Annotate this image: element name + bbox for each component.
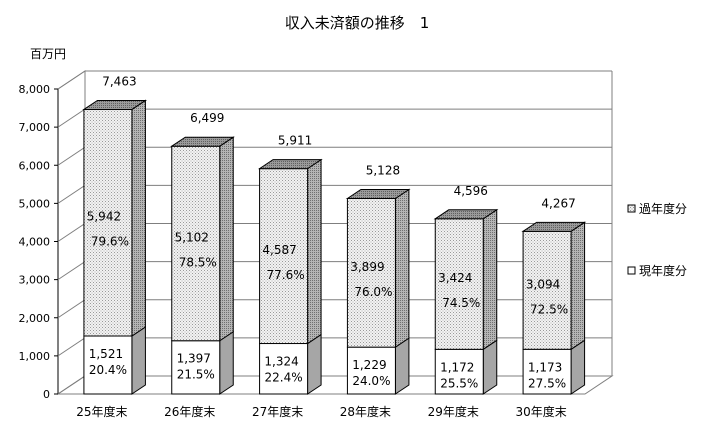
bar-segment-past-years (346, 197, 396, 348)
legend-label: 現年度分 (639, 263, 687, 278)
y-axis-ticks: 0 1,000 2,000 3,000 4,000 5,000 6,000 7,000 8,00… (19, 83, 58, 401)
data-label-total: 7,463 (102, 74, 136, 88)
bar-segment-side-past (219, 136, 234, 342)
data-label-current-percent: 22.4% (265, 371, 303, 385)
y-tick-label: 5,000 (19, 197, 51, 210)
chart-title: 収入未済額の推移 1 (285, 14, 430, 32)
data-label-current-value: 1,521 (89, 347, 123, 361)
bar-segment-current-year (83, 335, 133, 395)
x-tick-label: 29年度末 (428, 404, 479, 419)
bar-segment-current-year (522, 348, 572, 395)
y-tick-label: 7,000 (19, 121, 51, 134)
bars (82, 99, 587, 395)
data-label-past-percent: 77.6% (267, 268, 305, 282)
y-tick-label: 8,000 (19, 83, 51, 96)
x-tick-label: 25年度末 (76, 404, 127, 419)
bar-segment-current-year (171, 340, 221, 395)
bar-segment-current-year (259, 343, 309, 395)
bar-segment-side-current (394, 337, 410, 395)
data-label-past-value: 4,587 (262, 243, 296, 257)
data-label-past-value: 3,899 (350, 260, 384, 274)
y-tick-label: 4,000 (19, 236, 51, 249)
data-label-past-value: 5,102 (175, 230, 209, 244)
bar-segment-side-past (394, 188, 410, 349)
data-label-current-value: 1,324 (264, 355, 298, 369)
x-tick-label: 27年度末 (252, 404, 303, 419)
y-axis-unit-label: 百万円 (30, 47, 66, 61)
legend-swatch (627, 204, 636, 213)
bar-segment-side-past (570, 221, 586, 351)
y-tick-label: 0 (43, 388, 50, 401)
data-label-total: 4,596 (454, 184, 488, 198)
data-label-current-percent: 27.5% (528, 376, 566, 390)
bar-segment-side-past (131, 99, 146, 337)
x-tick-label: 26年度末 (164, 404, 215, 419)
y-tick-label: 1,000 (19, 350, 51, 363)
legend-label: 過年度分 (639, 201, 687, 216)
data-label-current-value: 1,172 (440, 360, 474, 374)
data-label-past-percent: 76.0% (354, 285, 392, 299)
data-label-past-percent: 72.5% (530, 302, 568, 316)
data-label-current-value: 1,229 (352, 358, 386, 372)
data-label-current-percent: 20.4% (89, 363, 127, 377)
data-label-current-percent: 21.5% (177, 368, 215, 382)
y-tick-label: 6,000 (19, 159, 51, 172)
gridline (57, 70, 612, 90)
bar-segment-past-years (259, 168, 309, 345)
bar-top-face (345, 188, 411, 199)
data-label-past-percent: 78.5% (179, 255, 217, 269)
bar-segment-side-past (482, 208, 498, 351)
bar-top-face (521, 221, 587, 232)
data-label-current-value: 1,173 (528, 360, 562, 374)
data-label-current-percent: 25.5% (440, 376, 478, 390)
data-label-past-value: 5,942 (87, 210, 121, 224)
y-tick-label: 2,000 (19, 312, 51, 325)
bar-segment-side-current (131, 326, 146, 395)
bar-segment-past-years (434, 218, 484, 350)
bar-segment-current-year (346, 346, 396, 395)
bar-segment-side-current (219, 330, 234, 395)
y-tick-label: 3,000 (19, 274, 51, 287)
data-label-past-value: 3,094 (526, 277, 560, 291)
bar-top-face (82, 99, 148, 110)
data-label-total: 6,499 (190, 111, 224, 125)
bar-top-face (433, 209, 499, 220)
data-label-past-percent: 79.6% (91, 235, 129, 249)
data-label-past-value: 3,424 (438, 271, 472, 285)
x-axis-ticks: 25年度末 26年度末 27年度末 28年度末 29年度末 30年度末 (76, 404, 566, 419)
data-labels: 1,521 20.4% 5,942 79.6% 7,463 1,397 21.5% 5,102… (87, 74, 576, 390)
data-label-total: 4,267 (541, 196, 575, 210)
bar-segment-current-year (434, 348, 484, 395)
data-label-current-value: 1,397 (177, 352, 211, 366)
bar-top-face (170, 136, 235, 147)
bar-top-face (257, 159, 323, 170)
bar-segment-side-current (307, 333, 322, 395)
data-label-past-percent: 74.5% (442, 296, 480, 310)
bar-segment-side-past (307, 158, 322, 345)
data-label-total: 5,128 (366, 163, 400, 177)
data-label-current-percent: 24.0% (352, 374, 390, 388)
x-tick-label: 30年度末 (515, 404, 566, 419)
legend-swatch (627, 266, 636, 275)
x-tick-label: 28年度末 (340, 404, 391, 419)
bar-segment-past-years (522, 230, 572, 350)
data-label-total: 5,911 (278, 134, 312, 148)
